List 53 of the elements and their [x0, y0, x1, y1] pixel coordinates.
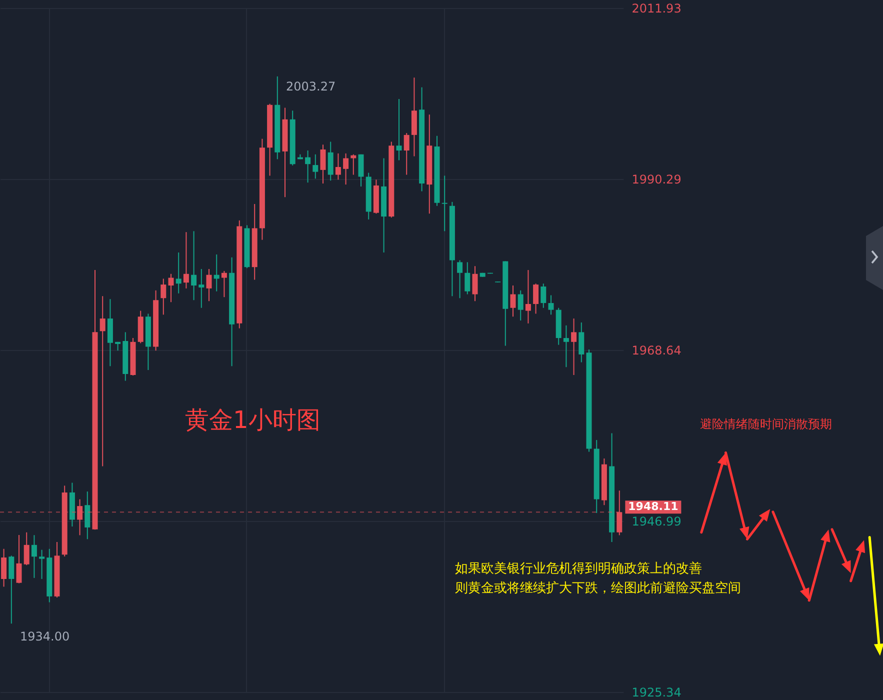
annotation: 则黄金或将继续扩大下跌，绘图此前避险买盘空间 — [455, 580, 741, 596]
candlestick — [198, 268, 204, 308]
annotation: 如果欧美银行业危机得到明确政策上的改善 — [455, 560, 702, 577]
candlestick — [518, 290, 524, 321]
candlestick — [214, 254, 220, 292]
y-tick-label: 1990.29 — [632, 172, 682, 186]
candlestick — [206, 268, 212, 302]
candlestick — [77, 498, 83, 536]
candlestick — [168, 273, 174, 303]
candlestick — [571, 318, 577, 376]
candlestick — [548, 294, 554, 316]
candlestick — [525, 270, 531, 324]
candlestick — [221, 270, 227, 298]
candlestick — [16, 534, 22, 584]
candlestick — [100, 296, 106, 467]
text: 黄金1小时图 — [185, 406, 320, 434]
candlestick — [8, 555, 14, 624]
candlestick — [442, 175, 448, 232]
candlestick — [1, 548, 7, 588]
ref-line-label: 1948.11 — [628, 500, 678, 514]
candlestick — [578, 322, 584, 363]
candlestick — [160, 278, 166, 316]
candlestick — [328, 141, 334, 182]
candlestick — [457, 260, 463, 299]
candlestick — [343, 152, 349, 186]
candlestick — [31, 534, 37, 578]
candlestick — [464, 262, 470, 295]
candlestick — [472, 266, 478, 302]
candlestick — [540, 283, 546, 308]
y-tick-label: 2011.93 — [632, 2, 682, 16]
candlestick — [24, 532, 30, 566]
candlestick — [176, 252, 182, 294]
candlestick — [305, 150, 311, 184]
candlestick — [312, 154, 318, 180]
y-tick-label: 1968.64 — [632, 343, 682, 358]
candlestick — [84, 491, 90, 540]
y-tick-label: 1925.34 — [632, 686, 682, 700]
candlestick — [563, 324, 569, 368]
candlestick — [396, 98, 402, 161]
candlestick — [358, 154, 364, 187]
candlestick — [320, 144, 326, 184]
candlestick — [404, 132, 410, 176]
candlestick — [191, 230, 197, 301]
candlestick — [39, 549, 45, 580]
candlestick — [616, 490, 622, 536]
candlestick — [335, 152, 341, 180]
annotation: 2003.27 — [286, 80, 336, 94]
candlestick — [183, 232, 189, 289]
text: 避险情绪随时间消散预期 — [700, 416, 832, 431]
candlestick — [510, 285, 516, 318]
y-tick-label: 1946.99 — [632, 514, 682, 528]
candlestick — [533, 283, 539, 314]
annotation: 1934.00 — [20, 630, 70, 644]
